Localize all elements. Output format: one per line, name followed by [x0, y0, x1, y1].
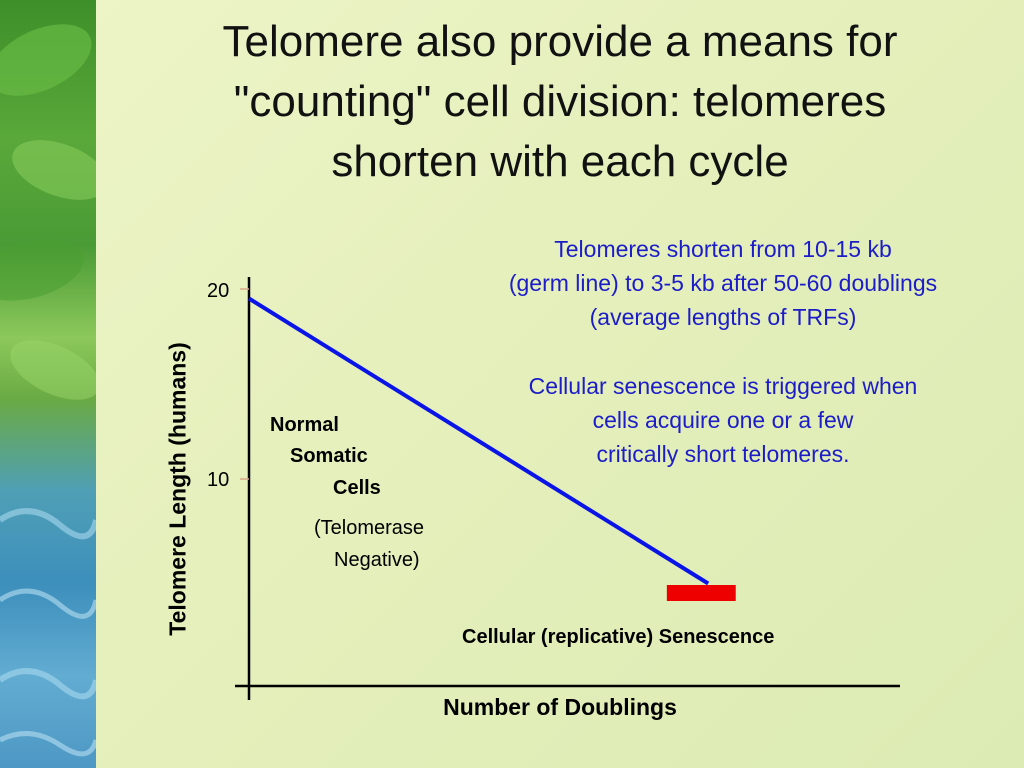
telomere-shortening-annotation: Telomeres shorten from 10-15 kb (germ li… [508, 236, 938, 330]
cell-label-cells: Cells [333, 477, 381, 499]
senescence-label: Cellular (replicative) Senescence [462, 626, 775, 648]
cell-label-normal: Normal [270, 414, 339, 436]
decorative-leaf-water-strip [0, 0, 96, 768]
slide-title: Telomere also provide a means for "count… [222, 17, 898, 186]
leaf-decoration [0, 24, 96, 757]
telomere-length-line [247, 296, 710, 586]
y-tick-label-10: 10 [207, 469, 230, 491]
cell-label-somatic: Somatic [290, 445, 368, 467]
y-tick-label-20: 20 [207, 280, 230, 302]
telomerase-note-line2: Negative) [334, 549, 420, 571]
telomerase-note-line1: (Telomerase [314, 517, 425, 539]
senescence-marker [666, 585, 736, 601]
x-axis-label: Number of Doublings [443, 694, 677, 720]
senescence-trigger-annotation: Cellular senescence is triggered when ce… [528, 373, 918, 467]
